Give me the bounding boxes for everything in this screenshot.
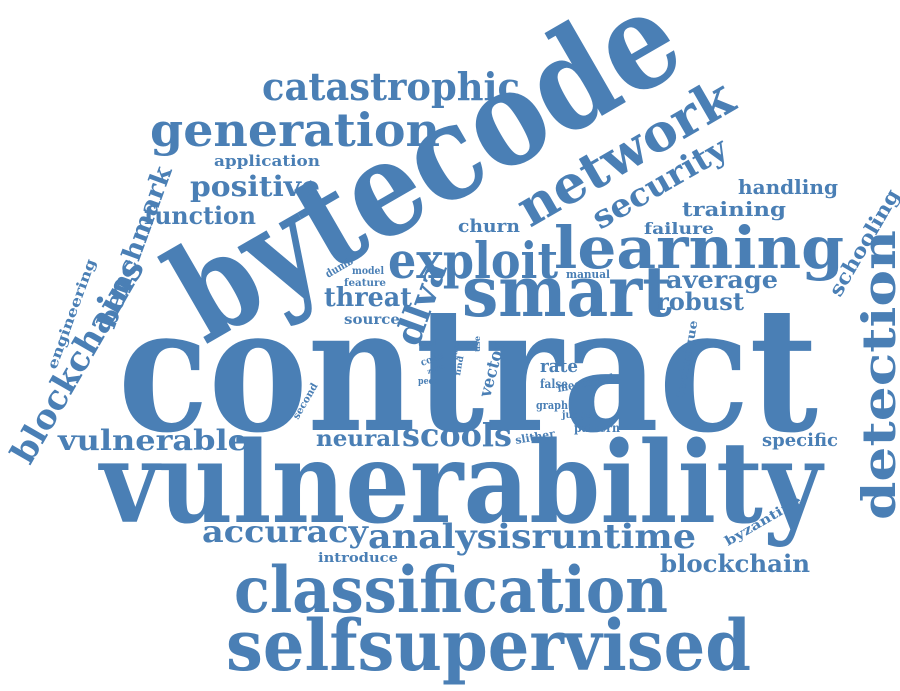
word-catastrophic: catastrophic <box>262 64 520 109</box>
word-threat: threat <box>324 283 412 313</box>
word-blockchain: blockchain <box>660 549 810 578</box>
word-peer: peer <box>418 377 438 387</box>
word-tool: tool <box>418 339 437 349</box>
word-smart: smart <box>462 250 672 333</box>
word-specific: specific <box>762 430 838 451</box>
word-false: false <box>540 377 568 391</box>
word-learning: learning <box>554 214 844 282</box>
word-function: function <box>144 201 256 230</box>
word-scools: scools <box>402 416 512 454</box>
word-graph: graph <box>536 399 568 412</box>
word-pattern: pattern <box>574 421 620 435</box>
word-handling: handling <box>738 175 838 199</box>
word-feature: feature <box>344 278 386 289</box>
word-detection: detection <box>852 230 900 520</box>
word-selfsupervised: selfsupervised <box>226 604 751 687</box>
word-classification: classification <box>234 553 668 628</box>
word-judge: judge <box>561 410 592 421</box>
word-analysisruntime: analysisruntime <box>368 517 696 557</box>
word-pass: pass <box>449 341 461 360</box>
word-failure: failure <box>644 219 714 238</box>
word-application: application <box>214 152 320 170</box>
word-vulnerable: vulnerable <box>57 424 248 457</box>
word-use: use <box>472 336 482 352</box>
word-churn: churn <box>458 216 520 237</box>
word-robust: robust <box>656 287 744 316</box>
word-introduce: introduce <box>318 551 398 566</box>
word-average: average <box>666 265 778 294</box>
word-accuracy: accuracy <box>202 515 370 550</box>
word-rate: rate <box>540 356 578 377</box>
word-exploit: exploit <box>388 231 558 290</box>
word-training: training <box>682 197 786 221</box>
word-manual: manual <box>566 268 610 281</box>
word-model: model <box>352 266 384 277</box>
word-generation: generation <box>150 103 440 157</box>
word-positive: positive <box>190 170 320 203</box>
word-source: source <box>344 312 400 328</box>
word-neural: neural <box>316 426 400 452</box>
word-vulnerability: vulnerability <box>97 418 824 549</box>
word-find: find <box>452 354 465 376</box>
word-contract: contract <box>118 268 818 471</box>
